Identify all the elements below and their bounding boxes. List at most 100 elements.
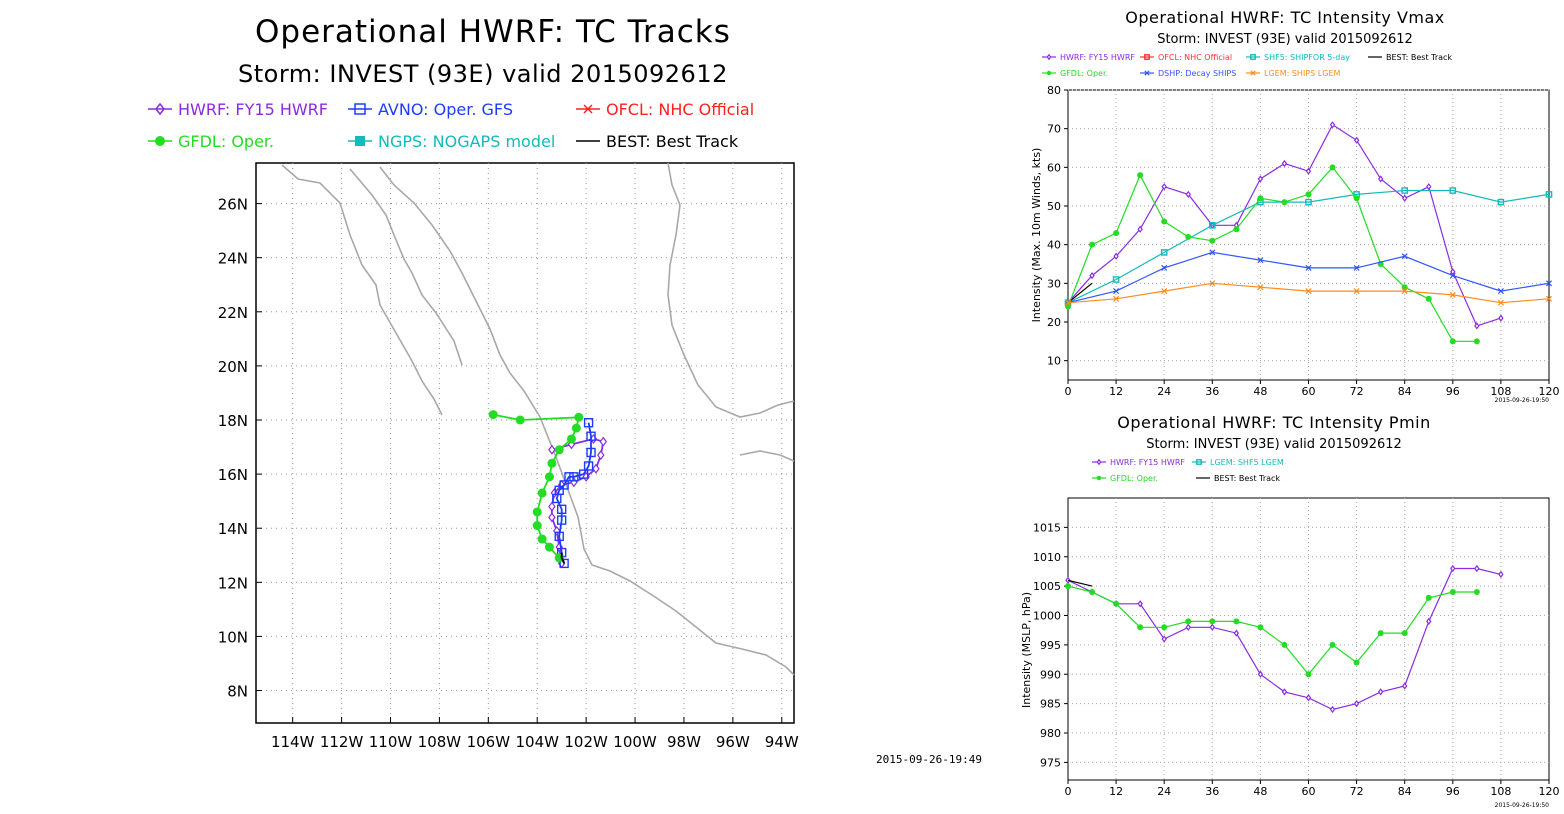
vmax-y-tick-label: 70 (1047, 123, 1061, 136)
vmax-point (1449, 187, 1457, 194)
pmin-legend-marker (1096, 458, 1102, 466)
pmin-point (1377, 688, 1384, 696)
vmax-point (1305, 191, 1312, 198)
pmin-series-0 (1065, 564, 1504, 714)
pmin-x-tick-label: 108 (1490, 785, 1511, 798)
vmax-point (1497, 288, 1504, 295)
pmin-panel: Operational HWRF: TC Intensity Pmin Stor… (1000, 405, 1564, 810)
pmin-point (1065, 583, 1071, 590)
pmin-point (1281, 688, 1288, 696)
pmin-point (1233, 629, 1240, 637)
map-series-5 (560, 552, 565, 564)
map-series-1 (552, 418, 596, 569)
pmin-point (1329, 705, 1336, 714)
vmax-x-tick-label: 0 (1065, 385, 1072, 398)
vmax-point (1329, 164, 1336, 171)
vmax-point (1161, 288, 1168, 295)
pmin-point (1209, 618, 1216, 625)
vmax-point (1449, 272, 1456, 279)
map-track-point (537, 488, 547, 498)
vmax-legend-item: HWRF: FY15 HWRF (1042, 53, 1135, 62)
vmax-legend-label: LGEM: SHIPS LGEM (1264, 69, 1340, 78)
vmax-legend-label: SHF5: SHIPFOR 5-day (1264, 53, 1350, 62)
vmax-timestamp: 2015-09-26-19:50 (1495, 397, 1550, 404)
legend-item-ofcl: OFCL: NHC Official (576, 100, 754, 119)
vmax-y-tick-label: 50 (1047, 200, 1061, 213)
map-x-tick-label: 98W (667, 733, 701, 751)
vmax-point (1473, 338, 1480, 345)
map-track-point (548, 501, 556, 512)
vmax-point (1426, 183, 1432, 191)
vmax-x-tick-label: 108 (1490, 385, 1511, 398)
pmin-x-tick-label: 0 (1065, 785, 1072, 798)
pmin-point (1185, 618, 1192, 625)
map-track-point (559, 480, 569, 490)
vmax-y-tick-label: 60 (1047, 161, 1061, 174)
map-y-tick-label: 24N (218, 250, 248, 268)
pmin-legend: HWRF: FY15 HWRF LGEM: SHF5 LGEM GFDL: Oper… (1092, 458, 1284, 483)
vmax-point (1545, 280, 1553, 287)
pmin-legend-item: GFDL: Oper. (1092, 474, 1158, 483)
vmax-point (1113, 295, 1120, 302)
vmax-point (1353, 195, 1360, 202)
pmin-point (1498, 570, 1504, 578)
map-track-point (554, 531, 564, 542)
vmax-grid (1064, 89, 1550, 384)
vmax-point (1137, 225, 1143, 233)
pmin-point (1426, 617, 1432, 625)
vmax-point (1137, 172, 1144, 179)
vmax-point (1401, 194, 1408, 202)
vmax-point (1545, 191, 1553, 198)
pmin-legend-marker (1096, 475, 1102, 481)
vmax-point (1209, 237, 1216, 244)
map-y-tick-labels: 8N 10N 12N 14N 16N 18N 20N 22N 24N 26N (218, 196, 248, 701)
pmin-point (1209, 623, 1215, 631)
vmax-legend-label: HWRF: FY15 HWRF (1060, 53, 1135, 62)
map-track-point (566, 434, 576, 444)
pmin-legend-label: GFDL: Oper. (1110, 474, 1158, 483)
pmin-legend-label: BEST: Best Track (1214, 474, 1280, 483)
pmin-legend-label: HWRF: FY15 HWRF (1110, 458, 1185, 467)
map-track-point (488, 410, 498, 420)
map-track-point (532, 521, 542, 531)
map-y-tick-label: 8N (227, 683, 248, 701)
pmin-series-3 (1067, 579, 1093, 587)
pmin-series (1065, 564, 1504, 714)
vmax-legend-marker (1144, 70, 1150, 76)
vmax-x-tick-label: 60 (1302, 385, 1316, 398)
track-map-timestamp: 2015-09-26-19:49 (876, 753, 982, 766)
map-y-tick-label: 10N (218, 628, 248, 646)
vmax-point (1089, 271, 1095, 280)
vmax-y-tick-labels: 10 20 30 40 50 60 70 80 (1047, 84, 1061, 368)
legend-label-hwrf: HWRF: FY15 HWRF (178, 100, 328, 119)
map-track-point (537, 534, 547, 544)
vmax-point (1497, 198, 1505, 206)
vmax-point (1353, 288, 1360, 295)
map-x-tick-label: 114W (271, 733, 315, 751)
vmax-x-tick-label: 12 (1109, 385, 1123, 398)
pmin-point (1401, 630, 1408, 637)
map-track-line (560, 552, 565, 564)
map-track-point (554, 485, 564, 496)
map-track-point (586, 431, 596, 441)
map-track-point (544, 472, 554, 482)
vmax-point (1257, 195, 1264, 202)
vmax-point (1449, 291, 1456, 298)
pmin-y-tick-label: 1000 (1033, 610, 1061, 623)
vmax-series-4 (1065, 164, 1480, 345)
pmin-y-tick-label: 985 (1040, 698, 1061, 711)
vmax-x-tick-label: 120 (1539, 385, 1560, 398)
map-track-point (547, 458, 557, 468)
legend-label-gfdl: GFDL: Oper. (178, 132, 274, 151)
pmin-point (1449, 589, 1456, 595)
vmax-x-tick-label: 72 (1350, 385, 1364, 398)
map-y-tick-label: 26N (218, 196, 248, 214)
pmin-point (1113, 600, 1120, 607)
vmax-x-tick-label: 96 (1446, 385, 1460, 398)
map-series-3 (488, 410, 584, 563)
vmax-point (1353, 264, 1360, 271)
map-track-point (564, 472, 574, 482)
vmax-point (1450, 268, 1456, 276)
map-track-point (599, 436, 608, 447)
vmax-y-tick-label: 80 (1047, 84, 1061, 97)
